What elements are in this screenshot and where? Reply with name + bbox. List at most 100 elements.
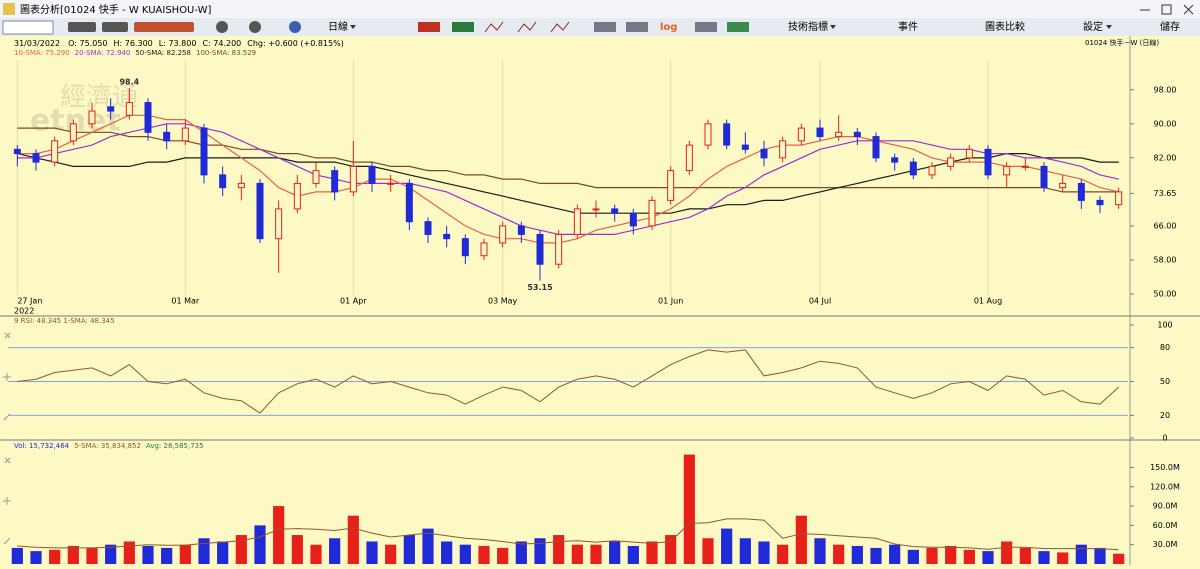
candle-body: [1003, 165, 1011, 176]
tool-icon[interactable]: [134, 22, 194, 32]
window-title: 圖表分析[01024 快手 - W KUAISHOU-W]: [20, 3, 211, 16]
candle-body: [517, 225, 525, 235]
candle-body: [144, 102, 152, 133]
tool-icon[interactable]: [484, 21, 570, 33]
tool-icon[interactable]: [626, 22, 648, 32]
volume-bar: [721, 528, 733, 564]
volume-bar: [1019, 547, 1031, 564]
y-tick-label: 58.00: [1154, 255, 1177, 264]
volume-bar: [665, 535, 677, 564]
candle-body: [331, 170, 339, 193]
candle-body: [1040, 165, 1048, 189]
tool-icon[interactable]: [452, 22, 474, 32]
tool-icon[interactable]: [102, 22, 128, 32]
y-tick-label: 120.0M: [1150, 482, 1180, 491]
volume-bar: [777, 544, 789, 564]
volume-bar: [571, 544, 583, 564]
tool-icon[interactable]: [418, 22, 440, 32]
volume-bar: [1057, 552, 1069, 564]
candle-body: [32, 153, 40, 163]
settings-button[interactable]: 設定: [1083, 20, 1103, 33]
candle-body: [611, 208, 619, 214]
log-button[interactable]: log: [660, 22, 677, 33]
candle-body: [648, 199, 656, 227]
candle-body: [13, 148, 21, 155]
candle-body: [107, 106, 115, 112]
chart-area: [0, 36, 1200, 565]
volume-bar: [609, 541, 621, 564]
price-annotation: 53.15: [527, 283, 553, 292]
tool-icon[interactable]: [695, 22, 717, 32]
y-tick-label: 60.0M: [1153, 521, 1178, 530]
volume-bar: [254, 525, 266, 564]
save-button[interactable]: 儲存: [1160, 20, 1180, 33]
volume-bar: [441, 541, 453, 564]
volume-bar: [497, 547, 509, 564]
stock-input[interactable]: [2, 20, 54, 35]
candle-body: [480, 242, 488, 257]
legend-item: 20-SMA: 72.940: [75, 49, 131, 57]
candle-body: [443, 233, 451, 240]
volume-bar: [627, 545, 639, 564]
move-panel[interactable]: [3, 373, 11, 505]
candle-body: [760, 148, 768, 159]
dropdown-arrow: [830, 25, 836, 29]
rsi-legend: 9 RSI: 48.345 1-SMA: 48.345: [14, 317, 115, 325]
volume-bar: [105, 544, 117, 564]
close-panel[interactable]: [4, 332, 11, 464]
volume-bar: [403, 535, 415, 564]
zoom-out[interactable]: [249, 21, 261, 33]
close-button[interactable]: [1183, 4, 1194, 15]
candle-body: [816, 127, 824, 138]
maximize-button[interactable]: [1161, 4, 1172, 15]
candle-body: [1059, 182, 1067, 189]
compare-button[interactable]: 圖表比較: [985, 20, 1025, 33]
candle-body: [872, 136, 880, 159]
candle-body: [349, 165, 357, 193]
title-bar: [0, 0, 1200, 18]
y-tick-label: 100: [1157, 321, 1172, 330]
candle-body: [984, 148, 992, 176]
candle-body: [1021, 165, 1029, 168]
y-tick-label: 0: [1162, 434, 1167, 443]
candle-body: [237, 182, 245, 189]
zoom-in[interactable]: [216, 21, 228, 33]
info-item: 31/03/2022: [14, 39, 60, 48]
candle-body: [293, 182, 301, 210]
legend-item: 10-SMA: 75.290: [14, 49, 70, 57]
volume-bar: [86, 547, 98, 564]
volume-bar: [142, 545, 154, 564]
tool-icon[interactable]: [594, 22, 616, 32]
info-item: O: 75.050: [68, 39, 107, 48]
candle-body: [723, 123, 731, 146]
candle-body: [891, 157, 899, 163]
volume-bar: [459, 544, 471, 564]
volume-bar: [889, 544, 901, 564]
volume-bar: [870, 547, 882, 564]
indicators-button[interactable]: 技術指標: [788, 20, 828, 33]
period-button[interactable]: 日線: [328, 20, 348, 33]
candle-body: [853, 131, 861, 138]
tool-icon[interactable]: [68, 22, 96, 32]
volume-bar: [590, 544, 602, 564]
volume-bar: [1001, 541, 1013, 564]
events-button[interactable]: 事件: [898, 20, 918, 33]
candle-body: [312, 170, 320, 184]
candle-body: [592, 208, 600, 211]
candle-body: [405, 182, 413, 223]
volume-bar: [422, 528, 434, 564]
tool-icon[interactable]: [727, 22, 749, 32]
volume-bar: [534, 538, 546, 564]
info-item: C: 74.200: [202, 39, 241, 48]
y-tick-label: 50.00: [1154, 290, 1177, 299]
candle-body: [629, 212, 637, 227]
volume-bar: [385, 544, 397, 564]
clock[interactable]: [289, 21, 301, 33]
volume-bar: [907, 549, 919, 564]
volume-bar: [702, 538, 714, 564]
sma-line: [17, 123, 1119, 235]
legend-item: 100-SMA: 83.529: [196, 49, 256, 57]
volume-bar: [515, 541, 527, 564]
candle-body: [741, 144, 749, 150]
